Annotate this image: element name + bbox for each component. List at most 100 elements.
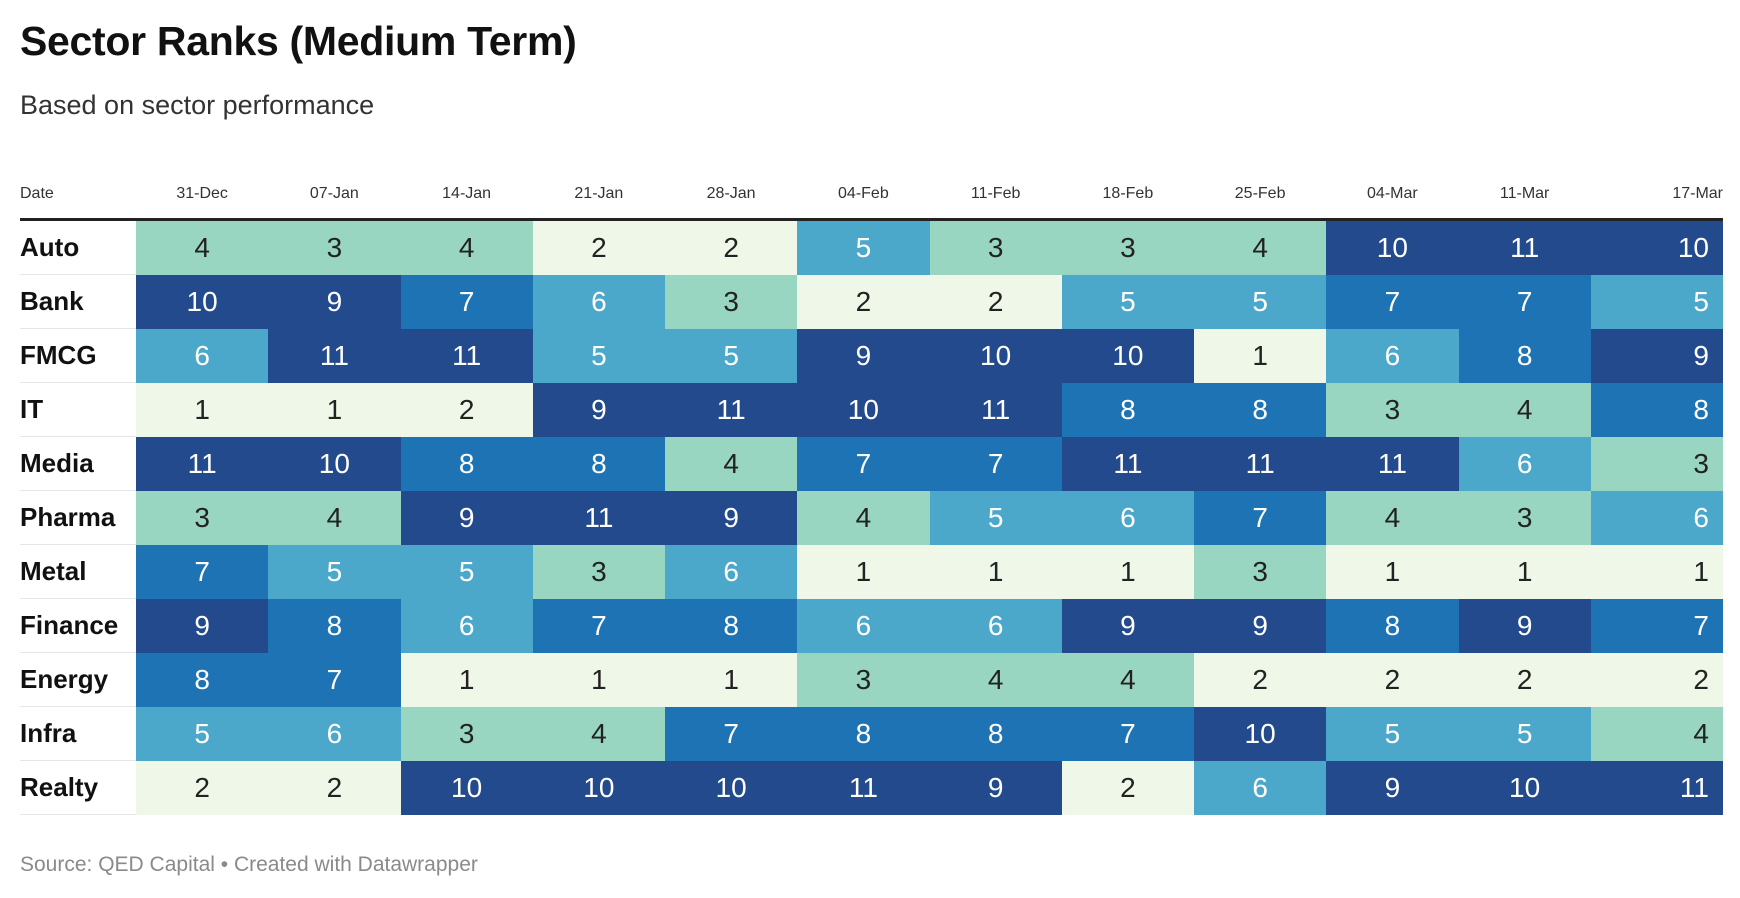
- row-label: Energy: [20, 652, 136, 707]
- heatmap-cell: 2: [400, 382, 533, 437]
- heatmap-cell: 7: [1590, 598, 1723, 653]
- heatmap-cell: 11: [1458, 219, 1591, 275]
- heatmap-cell: 4: [1061, 652, 1194, 707]
- heatmap-cell: 9: [136, 598, 269, 653]
- table-row: Auto 4 3 4 2 2 5 3 3 4 10 11 10: [20, 219, 1723, 275]
- heatmap-cell: 4: [929, 652, 1062, 707]
- heatmap-cell: 9: [1590, 328, 1723, 383]
- heatmap-cell: 3: [532, 544, 665, 599]
- heatmap-cell: 5: [400, 544, 533, 599]
- heatmap-cell: 5: [268, 544, 401, 599]
- column-header[interactable]: 17-Mar: [1672, 185, 1723, 202]
- heatmap-cell: 2: [532, 219, 665, 275]
- heatmap-cell: 8: [268, 598, 401, 653]
- column-header[interactable]: 11-Mar: [1499, 185, 1550, 202]
- heatmap-cell: 9: [1061, 598, 1194, 653]
- heatmap-cell: 4: [1590, 706, 1723, 761]
- row-label: IT: [20, 382, 136, 437]
- heatmap-cell: 11: [929, 382, 1062, 437]
- table-row: IT 1 1 2 9 11 10 11 8 8 3 4 8: [20, 382, 1723, 437]
- heatmap-cell: 2: [268, 760, 401, 815]
- heatmap-cell: 5: [797, 219, 930, 275]
- heatmap-cell: 5: [1458, 706, 1591, 761]
- heatmap-cell: 3: [1061, 219, 1194, 275]
- heatmap-cell: 2: [929, 274, 1062, 329]
- heatmap-cell: 10: [136, 274, 269, 329]
- column-header[interactable]: 25-Feb: [1234, 185, 1286, 202]
- heatmap-cell: 10: [665, 760, 798, 815]
- heatmap-cell: 10: [1590, 219, 1723, 275]
- heatmap-cell: 8: [1458, 328, 1591, 383]
- row-label: Pharma: [20, 490, 136, 545]
- row-label: FMCG: [20, 328, 136, 383]
- column-header[interactable]: 28-Jan: [706, 185, 756, 202]
- heatmap-cell: 8: [1590, 382, 1723, 437]
- heatmap-cell: 1: [400, 652, 533, 707]
- heatmap-cell: 11: [400, 328, 533, 383]
- source-note: Source: QED Capital • Created with Dataw…: [20, 853, 478, 876]
- heatmap-cell: 6: [268, 706, 401, 761]
- heatmap-cell: 7: [268, 652, 401, 707]
- header-row: Date 31-Dec 07-Jan 14-Jan 21-Jan 28-Jan 04-Fe…: [20, 170, 1723, 220]
- heatmap-cell: 7: [136, 544, 269, 599]
- heatmap-cell: 3: [1194, 544, 1327, 599]
- heatmap-cell: 2: [136, 760, 269, 815]
- heatmap-cell: 5: [532, 328, 665, 383]
- heatmap-cell: 11: [532, 490, 665, 545]
- heatmap-cell: 5: [1194, 274, 1327, 329]
- heatmap-cell: 3: [268, 219, 401, 275]
- heatmap-cell: 11: [1326, 436, 1459, 491]
- date-column-header[interactable]: Date: [20, 185, 54, 202]
- column-header[interactable]: 31-Dec: [176, 185, 228, 202]
- heatmap-cell: 10: [929, 328, 1062, 383]
- heatmap-cell: 1: [665, 652, 798, 707]
- table-row: Finance 9 8 6 7 8 6 6 9 9 8 9 7: [20, 598, 1723, 653]
- row-label: Bank: [20, 274, 136, 329]
- heatmap-cell: 1: [1194, 328, 1327, 383]
- heatmap-cell: 6: [665, 544, 798, 599]
- heatmap-cell: 6: [136, 328, 269, 383]
- heatmap-cell: 3: [1458, 490, 1591, 545]
- heatmap-cell: 8: [665, 598, 798, 653]
- column-header[interactable]: 07-Jan: [309, 185, 359, 202]
- heatmap-cell: 4: [1458, 382, 1591, 437]
- heatmap-cell: 11: [136, 436, 269, 491]
- row-label: Infra: [20, 706, 136, 761]
- heatmap-cell: 8: [400, 436, 533, 491]
- column-header[interactable]: 04-Feb: [838, 185, 889, 202]
- heatmap-cell: 9: [797, 328, 930, 383]
- heatmap-cell: 10: [1061, 328, 1194, 383]
- heatmap-cell: 10: [268, 436, 401, 491]
- column-header[interactable]: 04-Mar: [1367, 185, 1418, 202]
- heatmap-cell: 4: [1194, 219, 1327, 275]
- heatmap-cell: 2: [665, 219, 798, 275]
- heatmap-cell: 2: [1458, 652, 1591, 707]
- heatmap-cell: 11: [1061, 436, 1194, 491]
- heatmap-cell: 9: [532, 382, 665, 437]
- heatmap-cell: 8: [136, 652, 269, 707]
- column-header[interactable]: 11-Feb: [970, 185, 1021, 202]
- heatmap-cell: 3: [665, 274, 798, 329]
- heatmap-cell: 11: [1194, 436, 1327, 491]
- heatmap-cell: 1: [797, 544, 930, 599]
- heatmap-cell: 4: [1326, 490, 1459, 545]
- column-header[interactable]: 18-Feb: [1102, 185, 1154, 202]
- heatmap-cell: 1: [268, 382, 401, 437]
- table-row: Realty 2 2 10 10 10 11 9 2 6 9 10 11: [20, 760, 1723, 815]
- heatmap-cell: 9: [1194, 598, 1327, 653]
- heatmap-cell: 9: [665, 490, 798, 545]
- heatmap-cell: 6: [1458, 436, 1591, 491]
- heatmap-cell: 6: [532, 274, 665, 329]
- column-header[interactable]: 14-Jan: [442, 185, 492, 202]
- heatmap-cell: 2: [1590, 652, 1723, 707]
- heatmap-cell: 5: [136, 706, 269, 761]
- heatmap-cell: 5: [1061, 274, 1194, 329]
- heatmap-cell: 4: [665, 436, 798, 491]
- heatmap-cell: 7: [665, 706, 798, 761]
- column-header[interactable]: 21-Jan: [574, 185, 624, 202]
- chart-subtitle: Based on sector performance: [20, 90, 375, 120]
- heatmap-cell: 5: [1326, 706, 1459, 761]
- heatmap-cell: 1: [1326, 544, 1459, 599]
- row-label: Realty: [20, 760, 136, 815]
- heatmap-cell: 1: [1458, 544, 1591, 599]
